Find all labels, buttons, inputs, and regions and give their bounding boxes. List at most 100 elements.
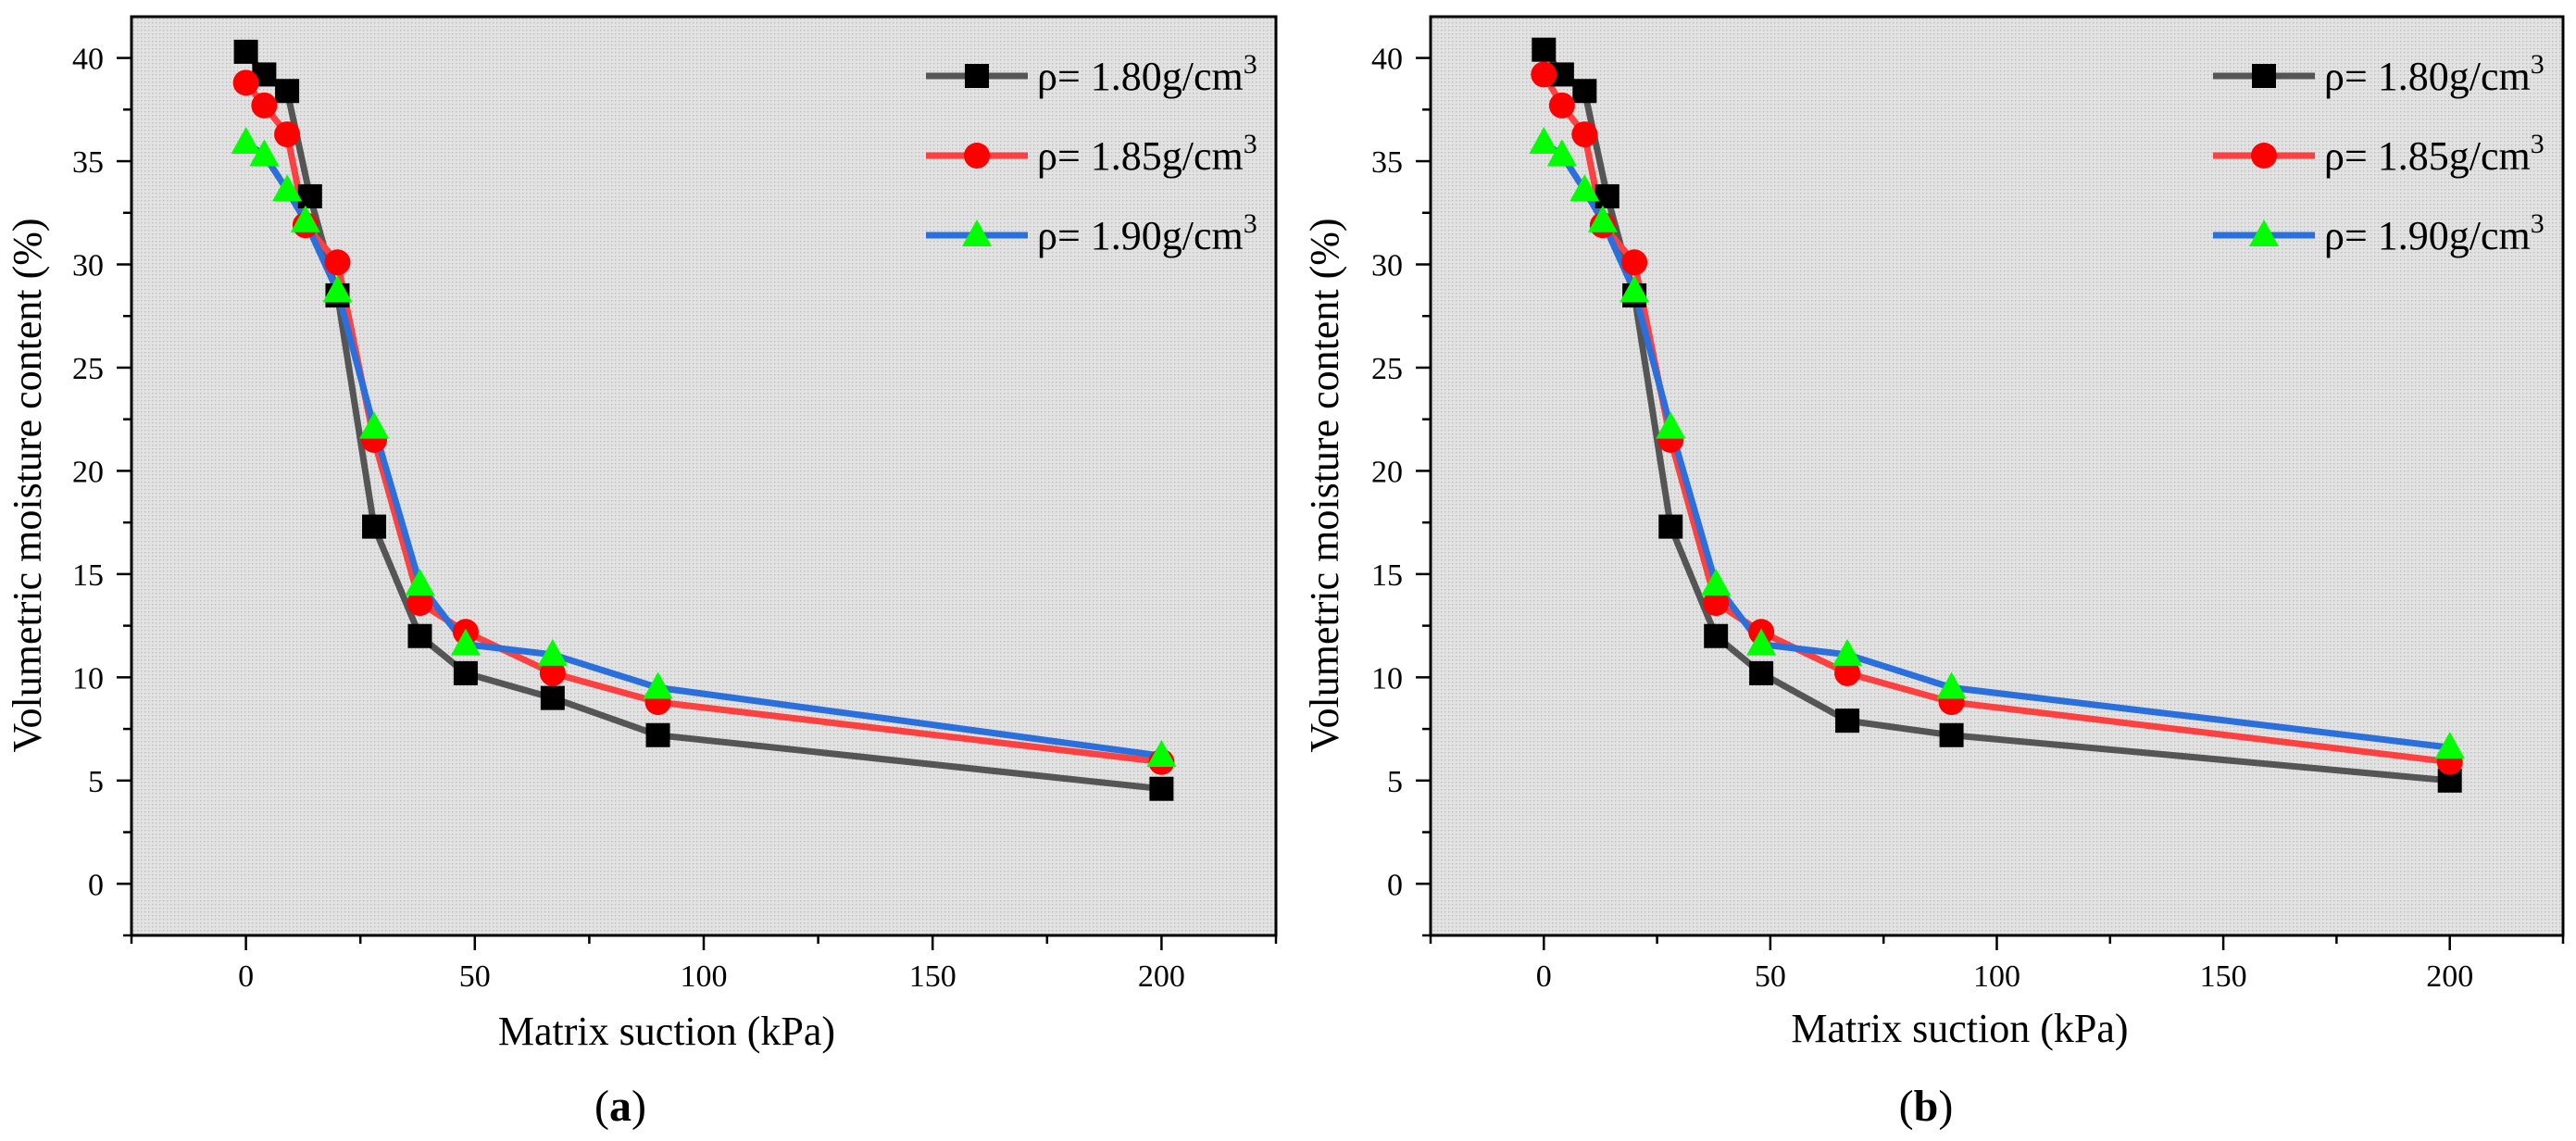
y-tick-label: 30 [1371,249,1403,283]
y-tick-label: 15 [1371,558,1403,593]
plot-area-b [1431,17,2563,935]
x-tick-label: 100 [681,959,728,994]
data-point-circle [274,121,301,148]
data-point-circle [1571,121,1598,148]
data-point-square [540,685,565,710]
data-point-square [297,183,322,208]
axes-a: 0 50 100 150 200 0 5 10 15 20 25 30 35 40 [72,15,1278,994]
legend-b: ρ= 1.80g/cm3 ρ= 1.85g/cm3 ρ= 1.90g/cm3 [2213,49,2545,258]
data-point-square [645,722,670,747]
x-tick-label: 0 [238,959,254,994]
data-point-square [362,514,387,539]
data-point-triangle [249,139,280,167]
legend-marker-circle [964,143,990,169]
data-point-square [1532,37,1557,62]
panel-label-b: (b) [1899,1082,1954,1131]
y-tick-label: 0 [88,868,104,902]
data-point-triangle [1832,638,1863,666]
data-point-square [453,660,478,685]
legend-label-2: ρ= 1.85g/cm3 [1037,129,1257,179]
data-point-triangle [2434,732,2465,759]
data-point-square [233,39,258,64]
data-point-square [407,623,432,648]
legend-label-1: ρ= 1.80g/cm3 [2324,49,2545,99]
data-point-square [275,79,300,104]
y-tick-label: 30 [72,249,104,283]
data-point-circle [539,659,566,686]
legend-marker-triangle [2249,219,2279,246]
axes-b: 0 50 100 150 200 0 5 10 15 20 25 30 35 40 [1371,15,2565,994]
x-tick-label: 100 [1973,959,2020,994]
data-point-triangle [1546,139,1577,167]
data-point-circle [324,249,351,276]
y-tick-label: 40 [1371,43,1403,77]
y-tick-label: 5 [1387,765,1403,799]
x-axis-title-b: Matrix suction (kPa) [1791,1006,2128,1051]
x-tick-label: 0 [1536,959,1552,994]
data-point-triangle [290,205,320,232]
x-tick-label: 200 [1138,959,1185,994]
legend-marker-square [965,64,989,88]
data-point-triangle [450,628,481,656]
data-point-triangle [1529,126,1559,154]
data-point-square [1149,776,1174,801]
data-point-circle [1834,659,1861,686]
y-axis-title-a: Volumetric moisture content (%) [5,218,50,752]
data-point-triangle [1146,740,1177,768]
data-point-circle [1703,590,1730,617]
data-point-triangle [1656,411,1686,439]
series-layer-b [1529,37,2465,793]
data-point-triangle [272,174,303,202]
y-tick-label: 25 [1371,352,1403,386]
legend-marker-triangle [962,219,992,246]
data-point-triangle [1701,569,1732,596]
data-point-triangle [643,671,673,699]
data-point-triangle [1936,671,1967,699]
legend-label-2: ρ= 1.85g/cm3 [2324,129,2545,179]
legend-a: ρ= 1.80g/cm3 ρ= 1.85g/cm3 ρ= 1.90g/cm3 [926,49,1257,258]
data-point-triangle [1587,205,1618,232]
legend-label-1: ρ= 1.80g/cm3 [1037,49,1257,99]
data-point-triangle [405,569,435,596]
series-layer-a [231,39,1177,801]
data-point-triangle [359,411,390,439]
y-tick-label: 40 [72,43,104,77]
legend-label-3: ρ= 1.90g/cm3 [2324,208,2545,258]
data-point-square [1594,183,1619,208]
data-point-triangle [1746,628,1777,656]
data-point-square [1835,708,1860,734]
x-axis-title-a: Matrix suction (kPa) [498,1009,835,1054]
y-tick-label: 25 [72,352,104,386]
y-tick-label: 35 [72,145,104,180]
data-point-circle [1531,61,1557,88]
data-point-square [1572,79,1597,104]
data-point-triangle [537,638,568,666]
legend-marker-circle [2251,143,2277,169]
y-tick-label: 5 [88,765,104,799]
data-point-square [1749,660,1774,685]
y-tick-label: 0 [1387,868,1403,902]
chart-panel-b: 0 50 100 150 200 0 5 10 15 20 25 30 35 40 ρ= 1.80g/cm… [1302,15,2565,1131]
y-tick-label: 10 [1371,661,1403,696]
y-tick-label: 10 [72,661,104,696]
data-point-triangle [1569,174,1600,202]
data-point-circle [232,69,259,96]
x-tick-label: 150 [909,959,957,994]
x-tick-label: 150 [2200,959,2247,994]
x-tick-label: 50 [1755,959,1786,994]
x-tick-label: 200 [2426,959,2473,994]
data-point-square [1704,623,1729,648]
legend-marker-square [2252,64,2276,88]
y-tick-label: 15 [72,558,104,593]
data-point-triangle [231,126,261,154]
y-tick-label: 20 [1371,455,1403,489]
data-point-circle [1621,249,1648,276]
data-point-circle [406,590,433,617]
data-point-circle [1548,92,1575,119]
data-point-square [1939,722,1964,747]
panel-label-a: (a) [594,1082,646,1131]
y-tick-label: 35 [1371,145,1403,180]
data-point-triangle [1619,275,1650,303]
data-point-triangle [322,275,353,303]
